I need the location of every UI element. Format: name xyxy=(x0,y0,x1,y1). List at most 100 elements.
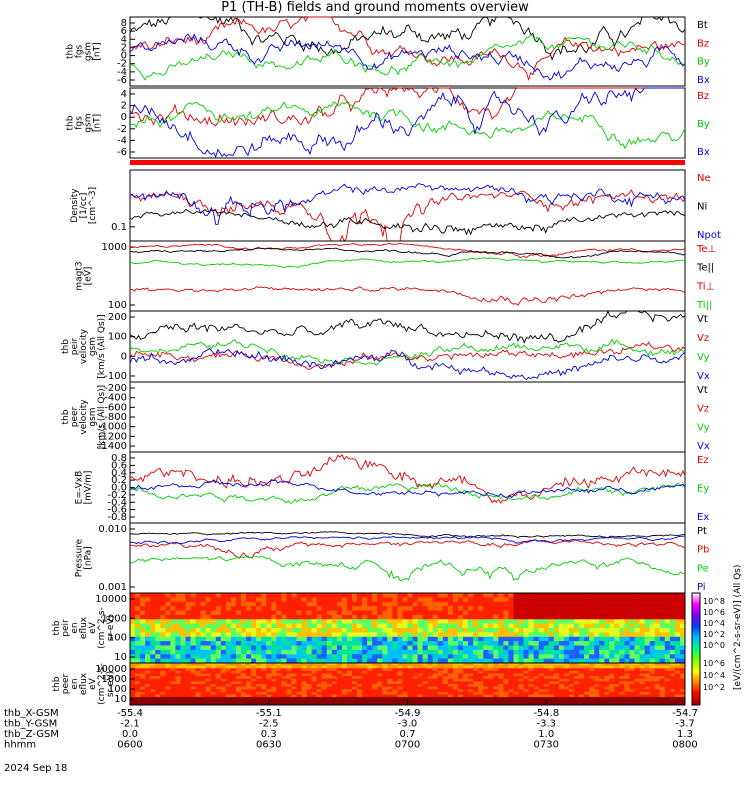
heatmap-cell xyxy=(215,641,222,646)
heatmap-cell xyxy=(407,636,413,642)
heatmap-cell xyxy=(604,628,610,633)
heatmap-cell xyxy=(407,665,413,669)
heatmap-cell xyxy=(210,668,217,672)
heatmap-cell xyxy=(341,654,348,660)
heatmap-cell xyxy=(518,670,524,674)
heatmap-cell xyxy=(624,697,630,701)
heatmap-cell xyxy=(417,597,423,603)
heatmap-cell xyxy=(639,623,645,629)
heatmap-cell xyxy=(674,636,681,642)
heatmap-cell xyxy=(548,673,555,677)
heatmap-cell xyxy=(155,663,161,666)
heatmap-cell xyxy=(130,689,136,693)
heatmap-cell xyxy=(306,678,312,682)
heatmap-cell xyxy=(604,619,610,625)
heatmap-cell xyxy=(306,654,312,660)
heatmap-cell xyxy=(367,623,373,629)
heatmap-cell xyxy=(644,663,650,666)
heatmap-cell xyxy=(442,668,449,672)
heatmap-cell xyxy=(574,670,580,674)
heatmap-cell xyxy=(609,694,615,698)
heatmap-cell xyxy=(276,606,282,611)
heatmap-cell xyxy=(639,686,645,690)
heatmap-cell xyxy=(468,668,474,672)
heatmap-cell xyxy=(478,636,484,642)
heatmap-cell xyxy=(493,670,499,674)
heatmap-cell xyxy=(251,681,257,685)
y-tick-label: 100 xyxy=(108,332,127,343)
heatmap-cell xyxy=(306,691,312,695)
heatmap-cell xyxy=(584,668,590,672)
heatmap-cell xyxy=(412,645,418,651)
heatmap-cell xyxy=(569,694,575,698)
heatmap-cell xyxy=(392,670,398,674)
heatmap-cell xyxy=(599,689,605,693)
heatmap-cell xyxy=(442,610,449,616)
heatmap-cell xyxy=(473,601,479,607)
heatmap-cell xyxy=(594,665,600,669)
separator-bar xyxy=(130,160,685,165)
heatmap-cell xyxy=(619,663,625,666)
heatmap-cell xyxy=(357,691,363,695)
heatmap-cell xyxy=(664,702,671,706)
heatmap-cell xyxy=(407,668,413,672)
heatmap-cell xyxy=(296,597,302,603)
heatmap-cell xyxy=(170,623,176,629)
heatmap-cell xyxy=(276,654,282,660)
heatmap-cell xyxy=(493,610,499,616)
heatmap-cell xyxy=(594,645,600,651)
heatmap-cell xyxy=(155,673,161,677)
footer-value: 0630 xyxy=(256,740,281,751)
heatmap-cell xyxy=(321,610,328,616)
heatmap-cell xyxy=(553,668,560,672)
heatmap-cell xyxy=(629,678,635,682)
heatmap-cell xyxy=(336,681,343,685)
heatmap-cell xyxy=(558,593,565,598)
heatmap-cell xyxy=(468,593,474,598)
legend-Vy: Vy xyxy=(697,352,710,363)
heatmap-cell xyxy=(180,676,186,680)
heatmap-cell xyxy=(251,668,257,672)
heatmap-cell xyxy=(246,702,252,706)
heatmap-cell xyxy=(367,610,373,616)
heatmap-cell xyxy=(478,654,484,660)
heatmap-cell xyxy=(321,623,328,629)
heatmap-cell xyxy=(377,654,383,660)
heatmap-cell xyxy=(538,684,545,687)
heatmap-cell xyxy=(488,658,494,664)
heatmap-cell xyxy=(145,619,151,625)
heatmap-cell xyxy=(220,606,227,611)
heatmap-cell xyxy=(458,645,464,651)
heatmap-cell xyxy=(503,641,509,646)
heatmap-cell xyxy=(145,649,151,655)
heatmap-cell xyxy=(447,665,454,669)
heatmap-cell xyxy=(558,673,565,677)
heatmap-cell xyxy=(367,658,373,664)
heatmap-cell xyxy=(362,597,368,603)
heatmap-cell xyxy=(533,668,539,672)
heatmap-cell xyxy=(639,691,645,695)
heatmap-cell xyxy=(649,649,656,655)
heatmap-cell xyxy=(654,686,661,690)
heatmap-cell xyxy=(412,681,418,685)
heatmap-cell xyxy=(352,601,358,607)
heatmap-cell xyxy=(205,597,212,603)
heatmap-cell xyxy=(664,681,671,685)
heatmap-cell xyxy=(407,691,413,695)
heatmap-cell xyxy=(543,665,550,669)
heatmap-cell xyxy=(488,694,494,698)
heatmap-cell xyxy=(659,623,666,629)
heatmap-cell xyxy=(483,649,489,655)
heatmap-cell xyxy=(372,645,378,651)
heatmap-cell xyxy=(442,673,449,677)
heatmap-cell xyxy=(458,668,464,672)
heatmap-cell xyxy=(140,649,146,655)
heatmap-cell xyxy=(140,614,146,620)
colorbar-label: [eV/(cm^2-s-sr-eV)] (All Qs) xyxy=(733,565,743,690)
heatmap-cell xyxy=(230,610,237,616)
heatmap-cell xyxy=(341,686,348,690)
heatmap-cell xyxy=(634,691,640,695)
series-line-Vz xyxy=(129,341,686,370)
heatmap-cell xyxy=(533,691,539,695)
